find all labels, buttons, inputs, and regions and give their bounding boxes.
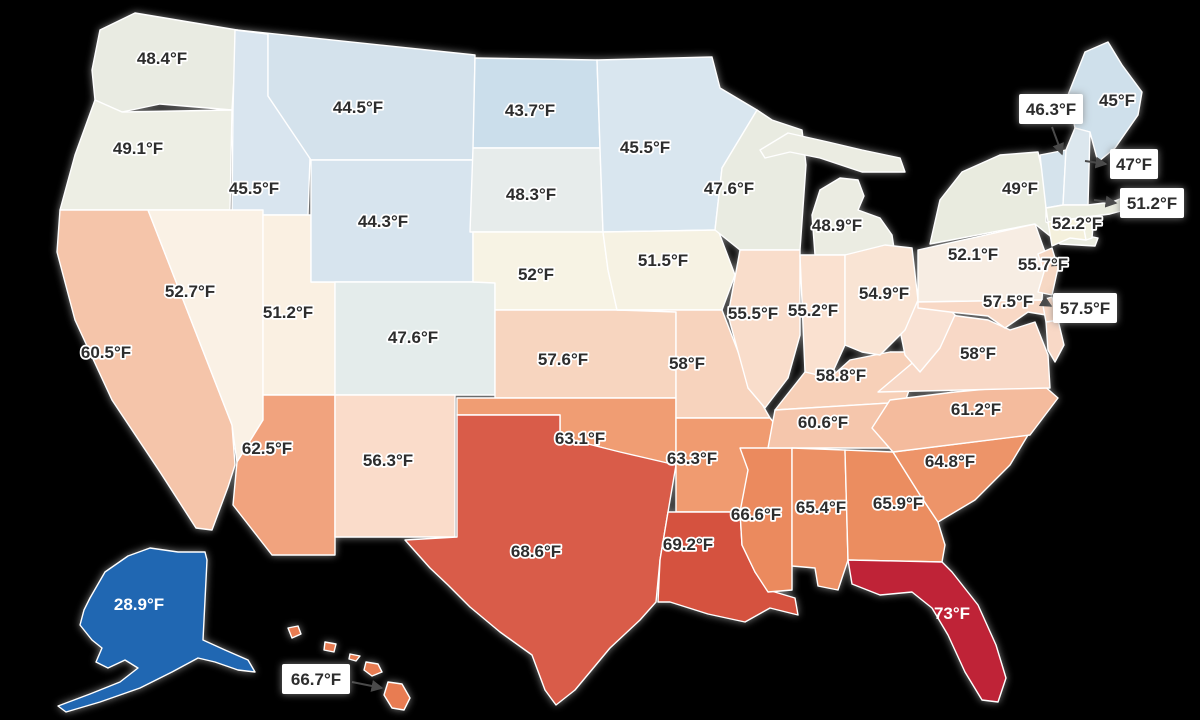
state-ne[interactable] xyxy=(472,231,618,311)
state-hi[interactable] xyxy=(287,625,302,639)
state-hi[interactable] xyxy=(363,661,383,677)
state-hi[interactable] xyxy=(323,641,337,653)
state-sd[interactable] xyxy=(469,147,604,233)
leader-line-de xyxy=(1038,295,1053,307)
state-co[interactable] xyxy=(334,281,496,396)
state-oh[interactable] xyxy=(844,244,919,356)
leader-line-hi xyxy=(351,680,384,692)
leader-line-vt xyxy=(1051,126,1064,156)
label-box-hi xyxy=(282,664,350,694)
state-in[interactable] xyxy=(799,254,846,379)
state-mi[interactable] xyxy=(811,177,896,256)
label-box-nh xyxy=(1110,149,1158,179)
states-layer xyxy=(56,12,1143,713)
leader-lines-layer xyxy=(351,126,1118,692)
state-mi[interactable] xyxy=(759,132,906,173)
state-me[interactable] xyxy=(1067,41,1143,163)
state-nm[interactable] xyxy=(334,394,456,538)
leader-line-ma xyxy=(1093,195,1118,208)
state-al[interactable] xyxy=(791,447,849,591)
state-il[interactable] xyxy=(727,249,801,409)
state-nd[interactable] xyxy=(472,57,601,149)
state-ny[interactable] xyxy=(929,151,1099,247)
callout-box-layer xyxy=(282,94,1184,694)
state-tx[interactable] xyxy=(404,414,677,706)
state-ct[interactable] xyxy=(1047,217,1087,247)
state-ky[interactable] xyxy=(774,351,923,411)
label-box-vt xyxy=(1019,94,1083,124)
state-hi[interactable] xyxy=(348,653,361,662)
state-wa[interactable] xyxy=(91,12,238,113)
label-box-de xyxy=(1053,293,1117,323)
state-nh[interactable] xyxy=(1062,127,1091,206)
state-or[interactable] xyxy=(59,99,233,211)
state-ks[interactable] xyxy=(494,309,677,399)
state-nc[interactable] xyxy=(871,383,1059,453)
state-ak[interactable] xyxy=(57,547,256,713)
state-fl[interactable] xyxy=(847,559,1007,703)
leader-line-nj xyxy=(1050,255,1065,267)
state-wy[interactable] xyxy=(310,159,474,283)
state-ia[interactable] xyxy=(602,229,736,311)
label-box-ma xyxy=(1120,188,1184,218)
state-hi[interactable] xyxy=(383,681,411,711)
state-ri[interactable] xyxy=(1081,215,1095,241)
leader-line-nh xyxy=(1084,156,1108,169)
